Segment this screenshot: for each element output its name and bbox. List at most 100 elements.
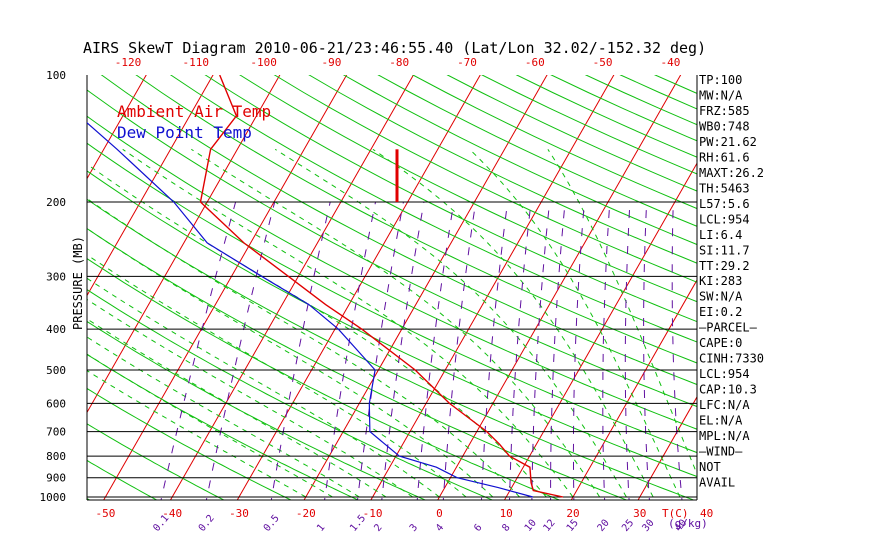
stability-index-entry: CAPE:0 [699, 336, 742, 350]
dry-adiabat-line [87, 423, 225, 500]
mixing-ratio-line [509, 201, 532, 500]
mixing-ratio-label: 8 [500, 522, 512, 534]
mixing-ratio-label: 15 [565, 518, 581, 534]
dry-adiabat-line [135, 75, 697, 364]
dry-adiabat-line [204, 75, 697, 323]
mixing-ratio-label: 3 [408, 522, 420, 534]
moist-adiabat-line [87, 197, 520, 498]
dry-adiabat-line [239, 75, 697, 303]
stability-index-entry: EI:0.2 [699, 305, 742, 319]
isotherm-line [503, 162, 697, 500]
mixing-ratio-label: 0.5 [262, 513, 282, 534]
mixing-ratio-line [416, 201, 455, 500]
top-temp-tick-label: -120 [115, 56, 142, 69]
isotherm-line [236, 75, 481, 500]
stability-index-entry: LCL:954 [699, 367, 750, 381]
top-temp-tick-label: -60 [525, 56, 545, 69]
moist-adiabat-line [274, 148, 627, 498]
isotherm-line [835, 56, 870, 506]
dry-adiabat-line [169, 75, 697, 343]
isotherm-line [303, 75, 548, 500]
profile-lines [87, 75, 564, 498]
isobar-lines [86, 75, 698, 501]
stability-index-entry: FRZ:585 [699, 104, 750, 118]
pressure-tick-label: 600 [46, 397, 66, 410]
pressure-tick-label: 300 [46, 270, 66, 283]
y-axis-label: PRESSURE (MB) [71, 236, 85, 330]
stability-index-entry: RH:61.6 [699, 150, 750, 164]
top-temp-tick-label: -90 [321, 56, 341, 69]
moist-adiabat-line [122, 148, 574, 498]
bottom-temp-tick-label: 40 [700, 507, 713, 520]
isotherm-line [87, 75, 147, 180]
top-temp-tick-label: -40 [660, 56, 680, 69]
mixing-ratio-label: 30 [640, 518, 656, 534]
chart-title: AIRS SkewT Diagram 2010-06-21/23:46:55.4… [83, 39, 706, 57]
stability-index-entry: TP:100 [699, 73, 742, 87]
stability-index-entry: NOT [699, 460, 721, 474]
pressure-tick-label: 1000 [40, 491, 67, 504]
stability-index-entry: CINH:7330 [699, 352, 764, 366]
moist-adiabat-line [191, 148, 601, 498]
moist-adiabat-line [87, 318, 387, 498]
dry-adiabat-line [446, 75, 697, 192]
mixing-ratio-label: 10 [523, 518, 539, 534]
pressure-tick-label: 700 [46, 426, 66, 439]
bottom-temp-tick-label: 20 [566, 507, 579, 520]
mixing-ratio-line [531, 201, 551, 500]
mixing-ratio-line [550, 201, 566, 500]
moist-adiabat-line [87, 227, 494, 498]
stability-index-entry: CAP:10.3 [699, 383, 757, 397]
moist-adiabat-line [372, 148, 654, 498]
mixing-ratio-line [624, 201, 631, 500]
bottom-temp-tick-label: 10 [500, 507, 513, 520]
mixing-unit-label: (g/kg) [668, 517, 708, 530]
bottom-temp-tick-label: 30 [633, 507, 646, 520]
top-temp-tick-label: -80 [389, 56, 409, 69]
mixing-ratio-line [643, 201, 650, 500]
pressure-tick-label: 800 [46, 450, 66, 463]
stability-index-entry: LCL:954 [699, 212, 750, 226]
stability-index-entry: AVAIL [699, 475, 735, 489]
legend-ambient-air-temp: Ambient Air Temp [117, 102, 271, 121]
ambient-air-temp-line [199, 75, 564, 498]
isotherm-line [169, 75, 414, 500]
mixing-ratio-line [480, 201, 509, 500]
dry-adiabat-line [481, 75, 697, 175]
temp-unit-label: T(C) [662, 507, 689, 520]
moist-adiabat-line [87, 336, 360, 498]
bottom-temp-tick-label: -50 [95, 507, 115, 520]
mixing-ratio-label: 1 [315, 522, 327, 534]
mixing-ratio-line [356, 201, 404, 500]
mixing-ratio-line [671, 201, 683, 500]
stability-index-entry: MAXT:26.2 [699, 166, 764, 180]
stability-index-entry: L57:5.6 [699, 197, 750, 211]
bottom-temp-tick-label: -40 [162, 507, 182, 520]
dry-adiabat-line [411, 75, 697, 210]
dry-adiabat-line [342, 75, 697, 246]
stability-index-entry: MW:N/A [699, 88, 743, 102]
isotherm-line [103, 75, 348, 500]
legend-dew-point-temp: Dew Point Temp [117, 123, 252, 142]
mixing-ratio-label: 6 [472, 522, 484, 534]
isotherm-line [0, 56, 24, 506]
moist-adiabat-line [547, 149, 697, 476]
isotherm-line [637, 395, 697, 500]
mixing-ratio-label: 12 [541, 518, 557, 534]
pressure-tick-label: 200 [46, 196, 66, 209]
dry-adiabat-line [87, 459, 158, 500]
isotherm-line [87, 75, 214, 297]
stability-index-entry: TT:29.2 [699, 259, 750, 273]
dew-point-temp-line [87, 122, 534, 498]
isotherm-line [437, 75, 682, 500]
dry-adiabat-line [100, 75, 697, 386]
moist-adiabat-line [87, 254, 467, 498]
stability-index-entry: MPL:N/A [699, 429, 750, 443]
stability-index-entry: WB0:748 [699, 119, 750, 133]
moist-adiabat-line [87, 298, 413, 498]
mixing-ratio-label: 2 [372, 522, 384, 534]
stability-index-entry: TH:5463 [699, 181, 750, 195]
